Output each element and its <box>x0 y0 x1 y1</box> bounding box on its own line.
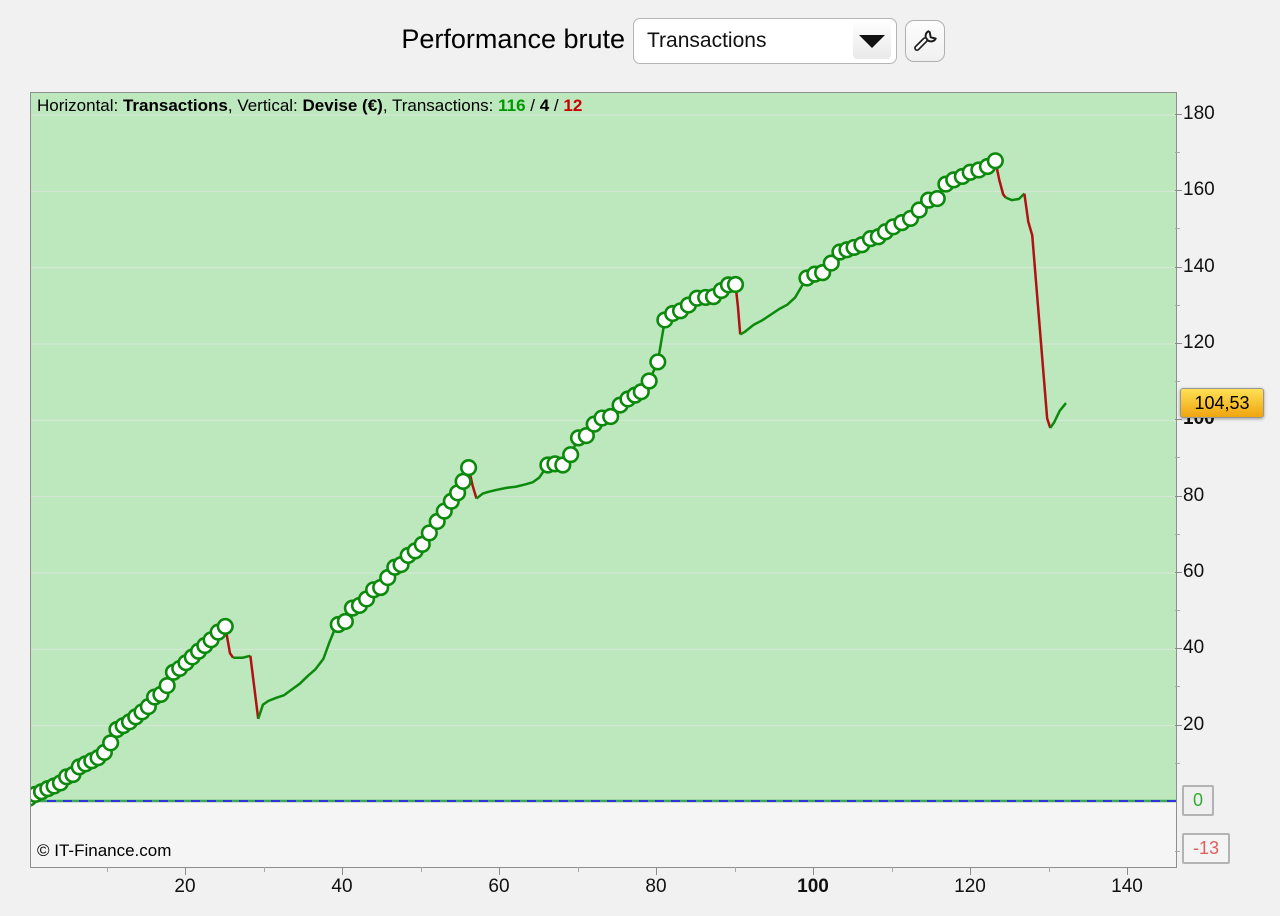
copyright-text: © IT-Finance.com <box>37 841 172 860</box>
y-axis-label: 40 <box>1183 637 1205 659</box>
trade-marker <box>640 372 658 390</box>
x-tick <box>970 867 971 875</box>
performance-chart <box>31 93 1176 807</box>
y-tick <box>1175 571 1182 573</box>
equity-loss-segment <box>249 655 260 719</box>
equity-gain-segment <box>1005 192 1026 202</box>
y-axis-label: 160 <box>1183 179 1215 201</box>
x-tick-minor <box>577 867 579 872</box>
equity-loss-segment <box>224 626 235 659</box>
chart-area: Horizontal: Transactions, Vertical: Devi… <box>30 92 1177 868</box>
x-axis-label: 80 <box>645 876 667 897</box>
chevron-down-icon <box>853 23 891 59</box>
trade-marker <box>454 472 472 490</box>
trade-marker <box>158 676 176 695</box>
y-axis-label: 120 <box>1183 331 1215 353</box>
trade-marker <box>986 152 1004 170</box>
wins-count: 116 <box>498 96 526 115</box>
x-axis-label: 60 <box>488 876 510 897</box>
x-tick-minor <box>106 867 108 872</box>
series-dropdown-value: Transactions <box>647 29 767 52</box>
y-tick <box>1175 724 1182 726</box>
trade-marker <box>336 612 354 631</box>
equity-gain-segment <box>475 470 545 500</box>
losses-count: 12 <box>563 96 583 115</box>
transactions-label: Transactions: <box>391 96 499 115</box>
horizontal-value: Transactions <box>122 96 228 115</box>
y-axis-label: 20 <box>1183 713 1205 735</box>
page-title: Performance brute <box>401 24 625 54</box>
drawdown-level-label: -13 <box>1182 833 1230 864</box>
equity-loss-segment <box>1023 193 1052 429</box>
y-tick-minor <box>1175 762 1180 764</box>
y-tick-minor <box>1175 686 1180 688</box>
vertical-label: Vertical: <box>237 96 303 115</box>
x-tick <box>1127 867 1128 875</box>
y-tick <box>1175 190 1182 192</box>
y-tick <box>1175 495 1182 497</box>
breakeven-count: 4 <box>539 96 550 115</box>
plot-background <box>31 93 1176 802</box>
x-tick-minor <box>263 867 265 872</box>
x-axis-label: 100 <box>797 876 829 897</box>
x-axis-label: 140 <box>1111 876 1143 897</box>
trade-marker <box>562 446 580 464</box>
zero-level-label: 0 <box>1182 785 1214 816</box>
equity-loss-segment <box>994 160 1007 199</box>
y-tick-minor <box>1175 381 1180 383</box>
wrench-icon <box>913 29 937 51</box>
equity-gain-segment <box>1049 402 1067 429</box>
y-tick-minor <box>1175 152 1180 154</box>
y-axis-label: 140 <box>1183 255 1215 277</box>
x-tick <box>656 867 657 875</box>
y-tick <box>1175 113 1182 115</box>
x-tick-minor <box>1048 867 1050 872</box>
y-tick-minor <box>1175 610 1180 612</box>
equity-gain-segment <box>257 627 337 720</box>
x-tick <box>342 867 343 875</box>
series-dropdown[interactable]: Transactions <box>633 18 897 64</box>
trade-marker <box>577 426 595 445</box>
y-axis-label: 60 <box>1183 560 1205 582</box>
y-tick <box>1175 342 1182 344</box>
trade-marker <box>420 524 438 542</box>
trade-marker <box>649 353 667 371</box>
x-tick <box>499 867 500 875</box>
trade-marker <box>102 734 120 752</box>
y-tick-minor <box>1175 304 1180 306</box>
trade-marker <box>822 254 840 272</box>
y-tick <box>1175 648 1182 650</box>
y-axis-label: 180 <box>1183 102 1215 124</box>
horizontal-label: Horizontal: <box>37 96 123 115</box>
y-tick <box>1175 419 1182 421</box>
trade-marker <box>460 459 478 477</box>
y-tick-minor <box>1175 850 1180 852</box>
trade-marker <box>726 275 745 294</box>
x-tick <box>185 867 186 875</box>
x-tick-minor <box>734 867 736 872</box>
x-tick-minor <box>420 867 422 872</box>
x-axis-label: 40 <box>331 876 353 897</box>
chart-header: Horizontal: Transactions, Vertical: Devi… <box>37 96 583 115</box>
y-tick-minor <box>1175 533 1180 535</box>
x-axis-label: 120 <box>954 876 986 897</box>
last-value-tag: 104,53 <box>1180 388 1264 418</box>
trade-marker <box>602 407 620 426</box>
x-tick-minor <box>891 867 893 872</box>
equity-gain-segment <box>739 286 803 336</box>
y-axis-label: 80 <box>1183 484 1205 506</box>
trade-marker <box>928 189 946 208</box>
y-tick-minor <box>1175 228 1180 230</box>
x-axis-label: 20 <box>174 876 196 897</box>
y-tick <box>1175 266 1182 268</box>
x-tick <box>813 867 814 875</box>
vertical-value: Devise (€) <box>302 96 383 115</box>
y-tick-minor <box>1175 457 1180 459</box>
trade-marker <box>216 617 234 636</box>
equity-gain-segment <box>233 654 251 659</box>
settings-wrench-button[interactable] <box>905 20 945 62</box>
